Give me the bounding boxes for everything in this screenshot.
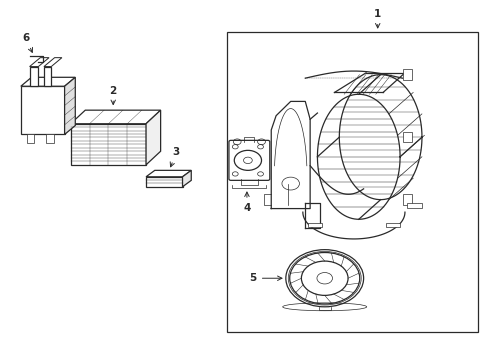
Text: 1: 1 bbox=[373, 9, 381, 28]
Polygon shape bbox=[21, 77, 75, 86]
Bar bbox=[21, 86, 64, 134]
Text: 4: 4 bbox=[243, 192, 250, 213]
Bar bbox=[46, 134, 54, 143]
Polygon shape bbox=[44, 58, 62, 67]
Bar bbox=[71, 124, 146, 165]
Bar bbox=[307, 223, 322, 227]
Text: 3: 3 bbox=[170, 148, 180, 167]
Ellipse shape bbox=[282, 303, 366, 311]
Bar bbox=[30, 67, 38, 86]
Bar bbox=[402, 194, 411, 205]
Polygon shape bbox=[182, 170, 191, 187]
Polygon shape bbox=[146, 110, 160, 165]
Text: 2: 2 bbox=[109, 86, 117, 104]
Polygon shape bbox=[30, 58, 49, 67]
Bar bbox=[385, 223, 399, 227]
Bar bbox=[44, 67, 51, 86]
FancyBboxPatch shape bbox=[228, 140, 269, 180]
Polygon shape bbox=[64, 77, 75, 134]
Bar bbox=[146, 177, 182, 187]
Bar bbox=[402, 69, 411, 80]
Text: 5: 5 bbox=[249, 273, 282, 283]
Polygon shape bbox=[146, 170, 191, 177]
Bar bbox=[407, 203, 421, 207]
Text: 6: 6 bbox=[22, 33, 32, 52]
Polygon shape bbox=[71, 110, 160, 124]
Bar bbox=[227, 32, 477, 332]
Bar bbox=[402, 132, 411, 143]
Bar bbox=[27, 134, 34, 143]
